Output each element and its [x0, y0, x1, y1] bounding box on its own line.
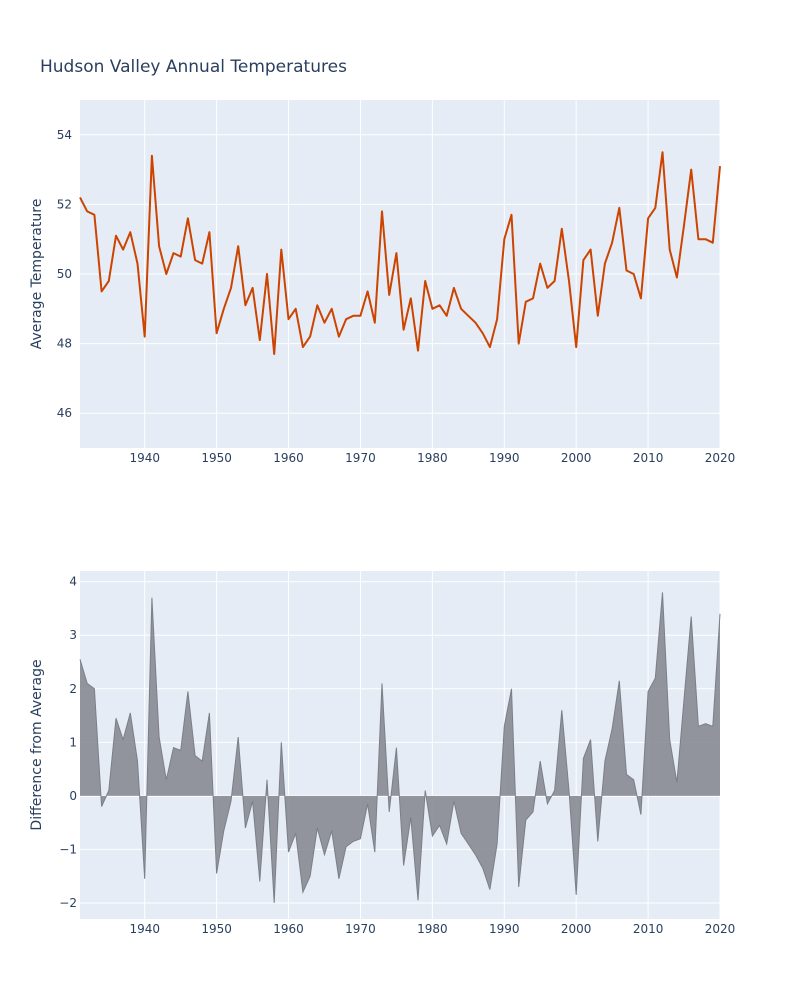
x-tick-label: 1980	[417, 922, 448, 936]
bottom-panel: 1940 1950 1960 1970 1980 1990 2000 2010 2020 −2−…	[29, 571, 735, 936]
top-panel: 1940 1950 1960 1970 1980 1990 2000 2010 2020 464…	[29, 100, 735, 465]
y-tick-label: 0	[69, 789, 77, 803]
difference-line	[79, 592, 721, 903]
top-x-axis: 1940 1950 1960 1970 1980 1990 2000 2010 2020	[129, 451, 735, 465]
y-tick-label: 1	[69, 735, 77, 749]
bottom-y-axis-title: Difference from Average	[29, 659, 45, 830]
chart-title: Hudson Valley Annual Temperatures	[40, 57, 347, 77]
x-tick-label: 1960	[273, 922, 304, 936]
bottom-y-axis: −2 −1 0 1 2 3 4	[59, 575, 77, 910]
y-tick-label: 2	[69, 682, 77, 696]
y-tick-label: 52	[57, 197, 72, 211]
y-tick-label: 54	[57, 128, 72, 142]
x-tick-label: 1970	[345, 922, 376, 936]
x-tick-label: 2000	[561, 451, 592, 465]
x-tick-label: 2000	[561, 922, 592, 936]
x-tick-label: 1960	[273, 451, 304, 465]
y-tick-label: 3	[69, 628, 77, 642]
bottom-series-group	[79, 592, 721, 903]
y-tick-label: 4	[69, 575, 77, 589]
x-tick-label: 1990	[489, 922, 520, 936]
x-tick-label: 1950	[201, 922, 232, 936]
temperature-line	[79, 151, 721, 355]
x-tick-label: 2020	[705, 451, 736, 465]
x-tick-label: 1990	[489, 451, 520, 465]
y-tick-label: −1	[59, 842, 77, 856]
x-tick-label: 2020	[705, 922, 736, 936]
top-y-axis: 46 48 50 52 54	[57, 128, 72, 420]
x-tick-label: 2010	[633, 451, 664, 465]
x-tick-label: 2010	[633, 922, 664, 936]
x-tick-label: 1940	[129, 451, 160, 465]
x-tick-label: 1970	[345, 451, 376, 465]
y-tick-label: 50	[57, 267, 72, 281]
y-tick-label: 46	[57, 406, 72, 420]
top-y-axis-title: Average Temperature	[29, 199, 45, 350]
x-tick-label: 1950	[201, 451, 232, 465]
top-gridlines	[80, 100, 721, 448]
bottom-x-axis: 1940 1950 1960 1970 1980 1990 2000 2010 2020	[129, 922, 735, 936]
y-tick-label: 48	[57, 337, 72, 351]
x-tick-label: 1940	[129, 922, 160, 936]
difference-area	[80, 592, 720, 903]
y-tick-label: −2	[59, 896, 77, 910]
top-series-group	[79, 151, 721, 355]
x-tick-label: 1980	[417, 451, 448, 465]
